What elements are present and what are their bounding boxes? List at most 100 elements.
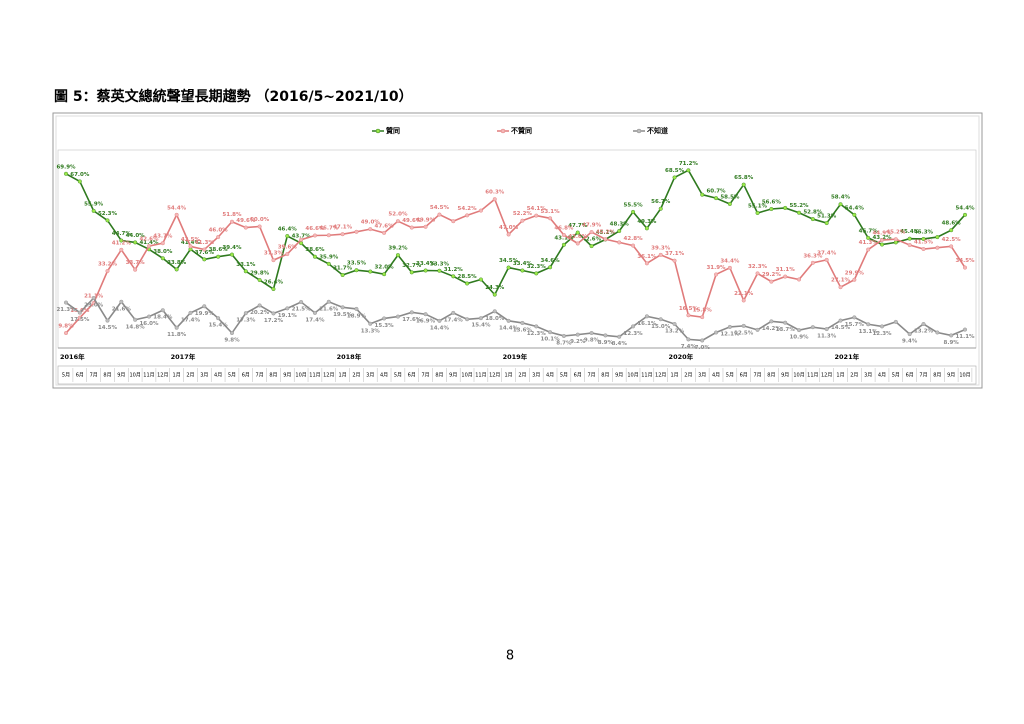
data-label: 16.1%: [637, 321, 657, 327]
data-point: [824, 221, 829, 226]
data-label: 41.2%: [112, 240, 132, 246]
page-number: 8: [506, 649, 514, 664]
data-point: [589, 331, 594, 336]
data-label: 47.0%: [499, 225, 519, 231]
data-point: [769, 319, 774, 324]
data-point: [727, 324, 732, 329]
data-point: [769, 207, 774, 212]
data-point: [382, 272, 387, 277]
legend-label: 不知道: [647, 126, 668, 135]
data-label: 17.2%: [264, 318, 284, 324]
data-label: 15.8%: [693, 308, 713, 314]
data-label: 36.3%: [803, 253, 823, 259]
year-label: 2019年: [503, 352, 528, 361]
x-tick-label: 1月: [504, 373, 512, 379]
data-label: 56.6%: [762, 200, 782, 206]
x-tick-label: 2月: [186, 373, 194, 379]
data-label: 47.1%: [333, 225, 353, 231]
data-point: [838, 285, 843, 290]
data-label: 54.5%: [430, 205, 450, 211]
data-point: [409, 225, 414, 230]
series-line: [65, 169, 966, 296]
data-label: 14.4%: [430, 325, 450, 331]
data-point: [271, 258, 276, 263]
data-label: 21.6%: [112, 306, 132, 312]
data-point: [146, 244, 151, 249]
data-label: 41.3%: [195, 240, 215, 246]
data-label: 37.4%: [817, 250, 837, 256]
data-point: [575, 230, 580, 235]
x-tick-label: 11月: [309, 373, 320, 379]
data-point: [644, 226, 649, 231]
x-tick-label: 3月: [698, 373, 706, 379]
data-label: 39.6%: [278, 245, 298, 251]
data-point: [866, 247, 871, 252]
data-label: 18.0%: [485, 316, 505, 322]
data-label: 19.1%: [278, 313, 298, 319]
x-tick-label: 11月: [475, 373, 486, 379]
data-point: [492, 292, 497, 297]
data-point: [423, 312, 428, 317]
x-tick-label: 9月: [283, 373, 291, 379]
data-point: [963, 327, 968, 332]
data-label: 38.0%: [153, 249, 173, 255]
x-tick-label: 8月: [601, 373, 609, 379]
data-point: [160, 256, 165, 261]
data-label: 22.1%: [734, 291, 754, 297]
data-point: [617, 240, 622, 245]
x-tick-label: 10月: [627, 373, 638, 379]
x-tick-label: 4月: [878, 373, 886, 379]
data-label: 45.3%: [914, 229, 934, 235]
x-tick-label: 5月: [228, 373, 236, 379]
data-point: [921, 247, 926, 252]
data-label: 48.3%: [610, 222, 630, 228]
data-point: [229, 331, 234, 336]
x-tick-label: 10月: [793, 373, 804, 379]
data-label: 14.5%: [98, 325, 118, 331]
data-label: 16.0%: [139, 321, 159, 327]
data-point: [423, 268, 428, 273]
data-point: [907, 236, 912, 241]
x-tick-label: 3月: [864, 373, 872, 379]
data-label: 42.6%: [582, 237, 602, 243]
data-label: 58.5%: [720, 194, 740, 200]
data-point: [548, 265, 553, 270]
data-point: [852, 212, 857, 217]
data-point: [755, 327, 760, 332]
data-label: 45.2%: [886, 230, 906, 236]
data-label: 13.3%: [361, 328, 381, 334]
data-label: 21.3%: [56, 307, 76, 313]
data-label: 9.8%: [584, 338, 600, 344]
data-point: [285, 252, 290, 257]
data-point: [866, 322, 871, 327]
data-point: [700, 315, 705, 320]
legend-label: 贊同: [386, 126, 400, 135]
data-point: [395, 253, 400, 258]
legend-marker: [636, 128, 642, 134]
data-label: 10.1%: [541, 337, 561, 343]
data-point: [91, 296, 96, 301]
data-point: [714, 272, 719, 277]
data-point: [188, 244, 193, 249]
data-point: [686, 168, 691, 173]
data-label: 8.9%: [944, 340, 960, 346]
x-tick-label: 1月: [173, 373, 181, 379]
data-label: 7.0%: [695, 345, 711, 351]
data-label: 55.1%: [748, 203, 768, 209]
x-tick-label: 12月: [655, 373, 666, 379]
data-point: [340, 305, 345, 310]
data-point: [880, 238, 885, 243]
data-point: [880, 324, 885, 329]
data-point: [243, 225, 248, 230]
data-label: 43.6%: [568, 234, 588, 240]
data-point: [133, 317, 138, 322]
x-tick-label: 11月: [807, 373, 818, 379]
data-label: 33.8%: [167, 260, 187, 266]
data-point: [465, 317, 470, 322]
data-point: [340, 232, 345, 237]
data-point: [838, 202, 843, 207]
x-tick-label: 9月: [615, 373, 623, 379]
x-tick-label: 6月: [906, 373, 914, 379]
data-label: 58.4%: [831, 195, 851, 201]
data-point: [216, 235, 221, 240]
